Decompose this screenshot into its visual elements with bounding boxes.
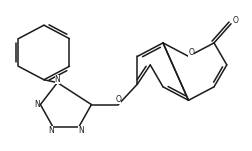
Text: N: N [54,75,60,84]
Text: O: O [115,95,121,104]
Text: O: O [188,48,194,57]
Text: O: O [231,16,237,25]
Text: N: N [78,126,83,135]
Text: N: N [48,126,54,135]
Text: N: N [34,100,40,109]
